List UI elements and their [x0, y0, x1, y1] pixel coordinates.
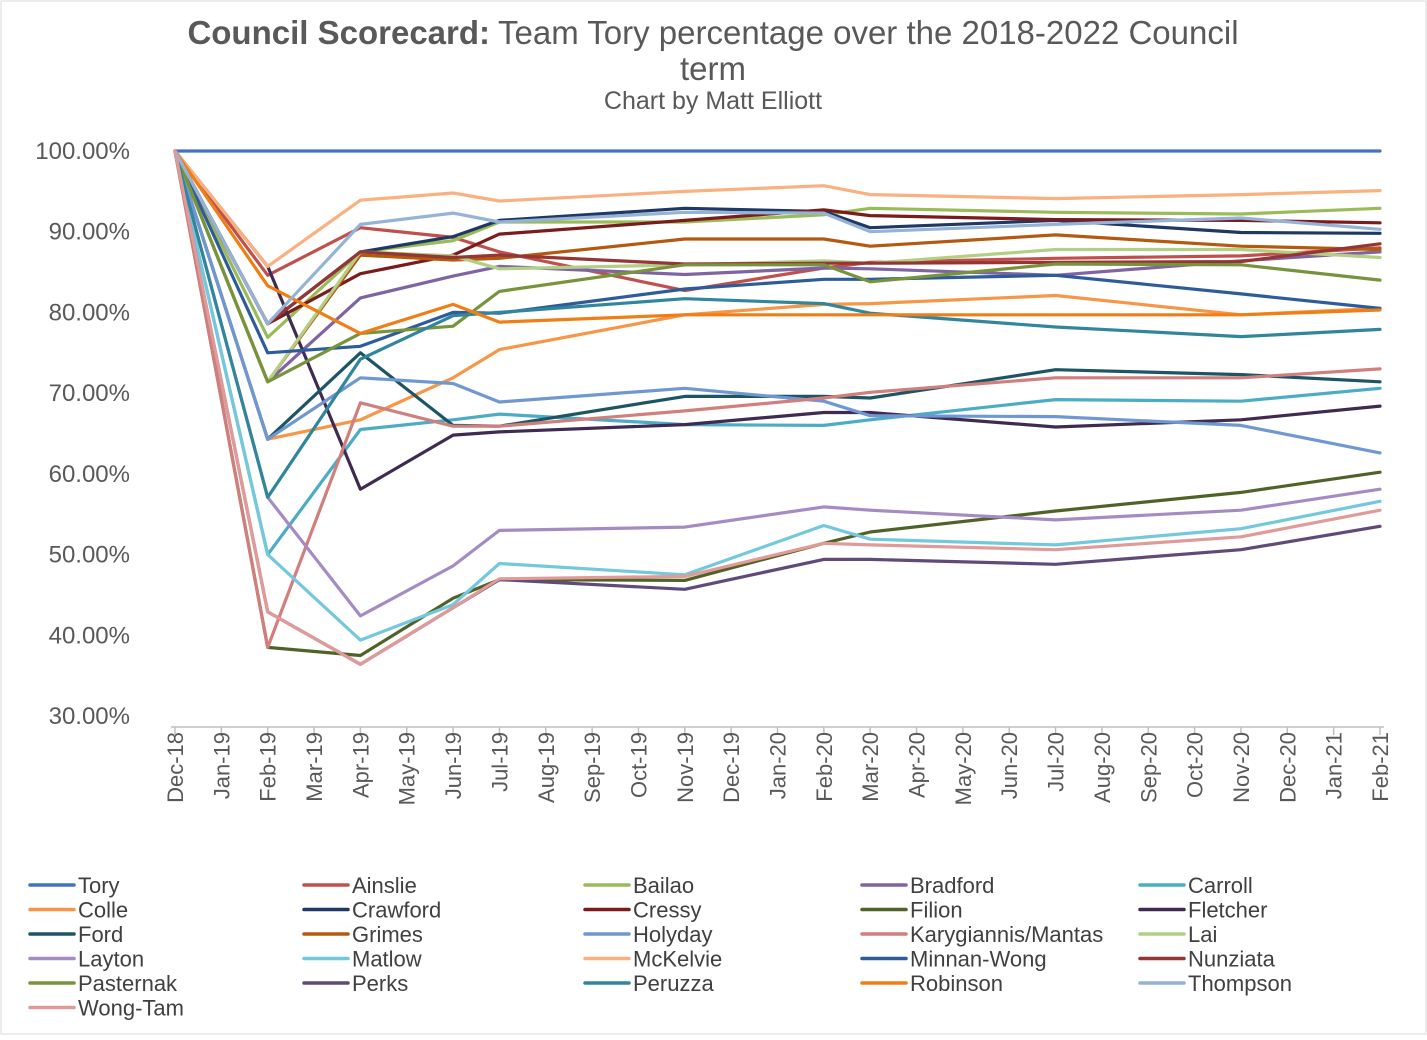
- x-axis: Dec-18 Jan-19 Feb-19 Mar-19 Apr-19 May-19 Jun-…: [163, 726, 1393, 805]
- x-tick-label: Feb-21: [1368, 732, 1393, 802]
- x-tick-label: Aug-20: [1090, 732, 1115, 803]
- legend-label: Wong-Tam: [78, 996, 184, 1021]
- x-tick-label: Dec-20: [1275, 732, 1300, 803]
- x-tick-label: Jul-20: [1044, 732, 1069, 792]
- plot-lines: [173, 149, 1382, 666]
- x-tick-label: Apr-20: [905, 732, 930, 798]
- series-line-thompson: [173, 149, 1382, 326]
- legend-label: Peruzza: [633, 971, 714, 996]
- x-tick-label: May-20: [951, 732, 976, 805]
- x-tick-label: Jan-20: [766, 732, 791, 799]
- series-line-bradford: [173, 149, 1382, 384]
- x-tick-label: May-19: [395, 732, 420, 805]
- x-tick-label: Nov-20: [1229, 732, 1254, 803]
- legend-label: Ainslie: [352, 873, 417, 898]
- series-line-fletcher: [173, 149, 1382, 491]
- chart-title-line2: term: [680, 50, 746, 87]
- series-line-karygiannis-mantas: [173, 149, 1382, 649]
- legend-label: Matlow: [352, 947, 422, 972]
- chart-title-bold: Council Scorecard:: [187, 14, 490, 51]
- y-tick-label: 60.00%: [49, 461, 130, 488]
- legend-label: Filion: [910, 898, 963, 923]
- x-tick-label: Dec-19: [719, 732, 744, 803]
- legend-label: Lai: [1188, 922, 1217, 947]
- legend-label: Layton: [78, 947, 144, 972]
- chart-subtitle: Chart by Matt Elliott: [604, 87, 822, 115]
- x-tick-label: Oct-20: [1183, 732, 1208, 798]
- series-line-layton: [173, 149, 1382, 618]
- legend-label: Perks: [352, 971, 408, 996]
- legend-label: Fletcher: [1188, 898, 1267, 923]
- series-line-holyday: [173, 149, 1382, 455]
- series-line-ford: [173, 149, 1382, 441]
- legend-label: Crawford: [352, 898, 441, 923]
- x-tick-label: Jul-19: [487, 732, 512, 792]
- x-tick-label: Jun-20: [997, 732, 1022, 799]
- legend-label: Karygiannis/Mantas: [910, 922, 1103, 947]
- y-tick-label: 30.00%: [49, 703, 130, 730]
- legend-label: Cressy: [633, 898, 701, 923]
- x-tick-label: Nov-19: [673, 732, 698, 803]
- legend-label: Nunziata: [1188, 947, 1276, 972]
- x-tick-label: Mar-20: [858, 732, 883, 802]
- chart-title-rest: Team Tory percentage over the 2018-2022 …: [498, 14, 1239, 51]
- x-tick-label: Jun-19: [441, 732, 466, 799]
- series-line-pasternak: [173, 149, 1382, 384]
- x-tick-label: Sep-19: [580, 732, 605, 803]
- x-tick-label: Mar-19: [302, 732, 327, 802]
- legend-label: Robinson: [910, 971, 1003, 996]
- y-tick-label: 40.00%: [49, 622, 130, 649]
- x-tick-label: Jan-21: [1322, 732, 1347, 799]
- legend: Tory Ainslie Bailao Bradford Carroll Colle Cra…: [28, 873, 1292, 1021]
- x-tick-label: Sep-20: [1136, 732, 1161, 803]
- chart-title: Council Scorecard: Team Tory percentage o…: [187, 14, 1238, 51]
- x-tick-label: Apr-19: [348, 732, 373, 798]
- y-axis: 100.00% 90.00% 80.00% 70.00% 60.00% 50.00% 40.…: [35, 138, 130, 730]
- x-tick-label: Feb-19: [256, 732, 281, 802]
- legend-label: McKelvie: [633, 947, 722, 972]
- legend-label: Bradford: [910, 873, 994, 898]
- y-tick-label: 90.00%: [49, 219, 130, 246]
- y-tick-label: 50.00%: [49, 542, 130, 569]
- legend-label: Minnan-Wong: [910, 947, 1047, 972]
- legend-label: Carroll: [1188, 873, 1253, 898]
- series-line-wong-tam: [173, 149, 1382, 666]
- x-tick-label: Feb-20: [812, 732, 837, 802]
- x-tick-label: Oct-19: [626, 732, 651, 798]
- series-line-cressy: [173, 149, 1382, 326]
- y-tick-label: 100.00%: [35, 138, 130, 165]
- x-tick-label: Jan-19: [209, 732, 234, 799]
- legend-label: Grimes: [352, 922, 423, 947]
- legend-label: Ford: [78, 922, 123, 947]
- legend-label: Thompson: [1188, 971, 1292, 996]
- legend-label: Pasternak: [78, 971, 178, 996]
- y-tick-label: 70.00%: [49, 380, 130, 407]
- legend-label: Holyday: [633, 922, 712, 947]
- x-tick-label: Aug-19: [534, 732, 559, 803]
- y-tick-label: 80.00%: [49, 299, 130, 326]
- series-line-robinson: [173, 149, 1382, 335]
- x-tick-label: Dec-18: [163, 732, 188, 803]
- series-line-mckelvie: [173, 149, 1382, 268]
- legend-label: Bailao: [633, 873, 694, 898]
- series-line-peruzza: [173, 149, 1382, 499]
- legend-label: Tory: [78, 873, 120, 898]
- legend-label: Colle: [78, 898, 128, 923]
- series-line-filion: [173, 149, 1382, 658]
